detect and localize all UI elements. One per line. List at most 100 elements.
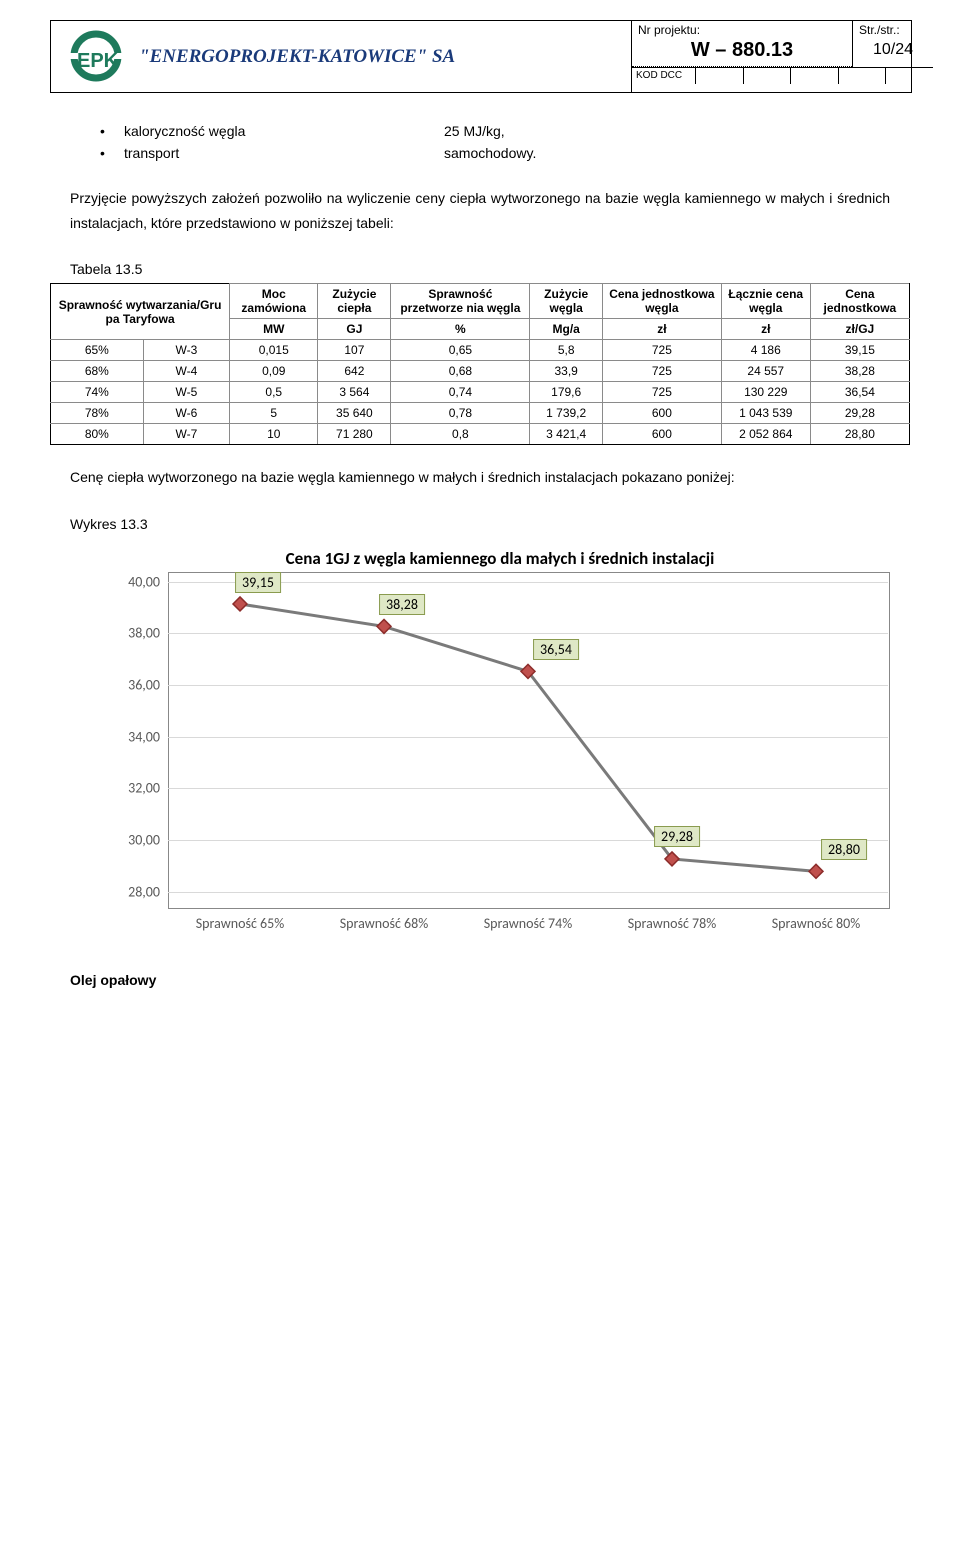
table-cell: 725	[602, 382, 721, 403]
y-tick-label: 38,00	[100, 625, 160, 642]
data-label: 38,28	[379, 594, 425, 615]
table-cell: 130 229	[721, 382, 810, 403]
line-chart: Cena 1GJ z węgla kamiennego dla małych i…	[100, 542, 900, 942]
table-cell: 36,54	[810, 382, 909, 403]
table-cell: W-5	[143, 382, 229, 403]
table-cell: 24 557	[721, 361, 810, 382]
table-cell: 38,28	[810, 361, 909, 382]
table-cell: 179,6	[530, 382, 603, 403]
project-label: Nr projektu:	[632, 21, 852, 37]
table-cell: 642	[318, 361, 391, 382]
epk-logo: EPK	[61, 29, 131, 84]
bullet-item: • transport samochodowy.	[100, 145, 910, 161]
document-header: EPK "ENERGOPROJEKT-KATOWICE" SA Nr proje…	[50, 20, 912, 93]
table-row: 78%W-6535 6400,781 739,26001 043 53929,2…	[51, 403, 910, 424]
y-tick-label: 32,00	[100, 780, 160, 797]
data-label: 39,15	[235, 572, 281, 593]
th-unit: zł	[602, 319, 721, 340]
table-cell: 725	[602, 340, 721, 361]
th-unit: zł	[721, 319, 810, 340]
table-cell: 0,09	[230, 361, 318, 382]
table-cell: 0,015	[230, 340, 318, 361]
project-number: W – 880.13	[632, 37, 852, 67]
table-cell: 5	[230, 403, 318, 424]
table-cell: 600	[602, 424, 721, 445]
table-cell: 0,65	[391, 340, 530, 361]
paragraph-intro: Przyjęcie powyższych założeń pozwoliło n…	[70, 186, 890, 236]
kod-cells	[696, 68, 933, 84]
page-number: 10/24	[853, 37, 933, 65]
table-row: 68%W-40,096420,6833,972524 55738,28	[51, 361, 910, 382]
data-label: 28,80	[821, 839, 867, 860]
table-label: Tabela 13.5	[70, 261, 890, 277]
table-cell: 0,68	[391, 361, 530, 382]
data-label: 36,54	[533, 639, 579, 660]
x-tick-label: Sprawność 65%	[196, 915, 285, 932]
th-unit: MW	[230, 319, 318, 340]
y-tick-label: 36,00	[100, 676, 160, 693]
table-cell: W-4	[143, 361, 229, 382]
svg-text:EPK: EPK	[77, 50, 119, 72]
table-cell: 2 052 864	[721, 424, 810, 445]
company-name: "ENERGOPROJEKT-KATOWICE" SA	[139, 46, 455, 68]
bullet-item: • kaloryczność węgla 25 MJ/kg,	[100, 123, 910, 139]
th: Łącznie cena węgla	[721, 284, 810, 319]
kod-label: KOD DCC	[632, 68, 696, 84]
logo-cell: EPK "ENERGOPROJEKT-KATOWICE" SA	[51, 21, 632, 92]
table-cell: 10	[230, 424, 318, 445]
y-tick-label: 34,00	[100, 728, 160, 745]
table-row: 80%W-71071 2800,83 421,46002 052 86428,8…	[51, 424, 910, 445]
th-unit: GJ	[318, 319, 391, 340]
x-tick-label: Sprawność 80%	[772, 915, 861, 932]
chart-title: Cena 1GJ z węgla kamiennego dla małych i…	[100, 548, 900, 569]
table-cell: 33,9	[530, 361, 603, 382]
table-cell: 71 280	[318, 424, 391, 445]
table-cell: W-6	[143, 403, 229, 424]
table-cell: 28,80	[810, 424, 909, 445]
section-heading: Olej opałowy	[70, 972, 890, 988]
data-label: 29,28	[654, 826, 700, 847]
table-row: 65%W-30,0151070,655,87254 18639,15	[51, 340, 910, 361]
y-tick-label: 30,00	[100, 831, 160, 848]
chart-label: Wykres 13.3	[70, 516, 890, 532]
x-tick-label: Sprawność 74%	[484, 915, 573, 932]
table-cell: 4 186	[721, 340, 810, 361]
table-cell: 78%	[51, 403, 144, 424]
table-cell: 1 739,2	[530, 403, 603, 424]
table-cell: 39,15	[810, 340, 909, 361]
th: Cena jednostkowa węgla	[602, 284, 721, 319]
table-cell: 107	[318, 340, 391, 361]
th: Cena jednostkowa	[810, 284, 909, 319]
table-cell: 29,28	[810, 403, 909, 424]
table-cell: 0,74	[391, 382, 530, 403]
table-cell: W-3	[143, 340, 229, 361]
data-table: Sprawność wytwarzania/Gru pa Taryfowa Mo…	[50, 283, 910, 445]
table-cell: 0,5	[230, 382, 318, 403]
table-cell: 600	[602, 403, 721, 424]
paragraph-chart-intro: Cenę ciepła wytworzonego na bazie węgla …	[70, 465, 890, 490]
y-tick-label: 28,00	[100, 883, 160, 900]
table-row: 74%W-50,53 5640,74179,6725130 22936,54	[51, 382, 910, 403]
table-cell: 5,8	[530, 340, 603, 361]
bullet-list: • kaloryczność węgla 25 MJ/kg, • transpo…	[100, 123, 910, 161]
th-unit: %	[391, 319, 530, 340]
th: Sprawność wytwarzania/Gru pa Taryfowa	[51, 284, 230, 340]
table-cell: 0,8	[391, 424, 530, 445]
x-tick-label: Sprawność 78%	[628, 915, 717, 932]
table-cell: 68%	[51, 361, 144, 382]
th: Moc zamówiona	[230, 284, 318, 319]
table-cell: 3 564	[318, 382, 391, 403]
th: Sprawność przetworze nia węgla	[391, 284, 530, 319]
th-unit: zł/GJ	[810, 319, 909, 340]
y-tick-label: 40,00	[100, 573, 160, 590]
table-cell: 1 043 539	[721, 403, 810, 424]
th-unit: Mg/a	[530, 319, 603, 340]
table-cell: 65%	[51, 340, 144, 361]
th: Zużycie węgla	[530, 284, 603, 319]
table-cell: 35 640	[318, 403, 391, 424]
table-cell: 725	[602, 361, 721, 382]
th: Zużycie ciepła	[318, 284, 391, 319]
table-cell: 74%	[51, 382, 144, 403]
table-cell: 0,78	[391, 403, 530, 424]
page-label: Str./str.:	[853, 21, 933, 37]
